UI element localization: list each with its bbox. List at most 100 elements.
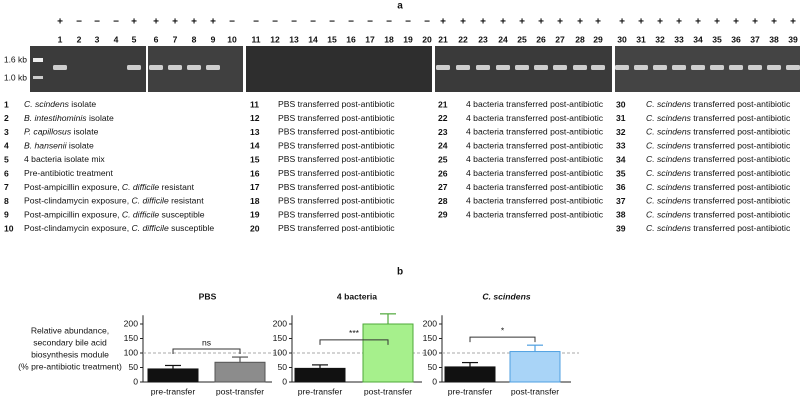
legend-number: 21 (438, 99, 448, 109)
legend-text-part: PBS transferred post-antibiotic (278, 127, 395, 137)
x-tick-label: post-transfer (216, 386, 264, 396)
legend-number: 2 (4, 113, 9, 123)
legend-text-part: PBS transferred post-antibiotic (278, 223, 395, 233)
legend-text-part: C. difficile (122, 210, 159, 220)
lane-number: 38 (769, 34, 779, 44)
legend-number: 4 (4, 141, 9, 151)
legend-text-part: transferred post-antibiotic (691, 141, 791, 151)
legend-text: B. hansenii isolate (24, 141, 94, 151)
legend-text: C. scindens transferred post-antibiotic (646, 154, 791, 164)
legend-text-part: PBS transferred post-antibiotic (278, 168, 395, 178)
gel-band (634, 65, 648, 70)
gel-band (710, 65, 724, 70)
legend-text-part: 4 bacteria transferred post-antibiotic (466, 210, 604, 220)
chart-title: 4 bacteria (337, 291, 377, 301)
gel-band (206, 65, 220, 70)
legend-text: Post-clindamycin exposure, C. difficile … (24, 196, 204, 206)
lane-number: 37 (750, 34, 760, 44)
legend-text-part: Post-clindamycin exposure, (24, 223, 131, 233)
legend-text-part: C. scindens (646, 141, 692, 151)
lane-sign: − (94, 17, 100, 28)
lane-number: 25 (517, 34, 527, 44)
gel-band (534, 65, 548, 70)
significance-bracket (172, 348, 241, 355)
legend-number: 29 (438, 210, 448, 220)
legend-text: Post-ampicillin exposure, C. difficile r… (24, 182, 195, 192)
lane-sign: + (57, 17, 63, 28)
gel-band (786, 65, 800, 70)
legend-text-part: 4 bacteria transferred post-antibiotic (466, 168, 604, 178)
gel-band (53, 65, 67, 70)
lane-sign: + (131, 17, 137, 28)
lane-number: 11 (251, 34, 260, 44)
lane-number: 35 (712, 34, 722, 44)
panel-label: b (397, 267, 403, 278)
legend-text: C. scindens isolate (24, 99, 96, 109)
gel-band (187, 65, 201, 70)
legend-text-part: PBS transferred post-antibiotic (278, 99, 395, 109)
legend-text-part: transferred post-antibiotic (691, 113, 791, 123)
legend-text: 4 bacteria isolate mix (24, 154, 105, 164)
legend-text: PBS transferred post-antibiotic (278, 196, 395, 206)
legend-text: 4 bacteria transferred post-antibiotic (466, 168, 604, 178)
lane-number: 6 (154, 34, 159, 44)
legend-text: C. scindens transferred post-antibiotic (646, 182, 791, 192)
legend-number: 20 (250, 223, 260, 233)
legend-number: 15 (250, 154, 260, 164)
gel-band (591, 65, 605, 70)
legend-number: 27 (438, 182, 448, 192)
legend-text: B. intestihominis isolate (24, 113, 114, 123)
legend-text-part: transferred post-antibiotic (691, 154, 791, 164)
legend-text: PBS transferred post-antibiotic (278, 168, 395, 178)
legend-text-part: 4 bacteria isolate mix (24, 154, 105, 164)
bar (444, 366, 496, 383)
legend-number: 33 (616, 141, 626, 151)
legend-text-part: transferred post-antibiotic (691, 127, 791, 137)
legend-text-part: C. scindens (646, 210, 692, 220)
lane-number: 39 (788, 34, 798, 44)
lane-number: 16 (346, 34, 356, 44)
lane-number: 12 (270, 34, 280, 44)
legend-text-part: transferred post-antibiotic (691, 210, 791, 220)
legend-number: 3 (4, 127, 9, 137)
lane-sign: + (657, 17, 663, 28)
lane-sign: + (577, 17, 583, 28)
legend-text-part: transferred post-antibiotic (691, 182, 791, 192)
legend-text-part: B. hansenii (24, 141, 68, 151)
y-tick-label: 0 (133, 376, 138, 386)
bar (509, 351, 561, 383)
lane-number: 27 (555, 34, 565, 44)
lane-number: 19 (403, 34, 413, 44)
legend-text-part: isolate (67, 141, 94, 151)
lane-number: 30 (617, 34, 627, 44)
lane-number: 28 (575, 34, 585, 44)
legend-text: C. scindens transferred post-antibiotic (646, 196, 791, 206)
gel-band (729, 65, 743, 70)
lane-number: 5 (132, 34, 137, 44)
legend-text-part: isolate (71, 127, 98, 137)
legend-number: 19 (250, 210, 260, 220)
legend-text-part: P. capillosus (24, 127, 72, 137)
legend-text-part: isolate (87, 113, 114, 123)
legend-number: 16 (250, 168, 260, 178)
legend-text-part: transferred post-antibiotic (691, 168, 791, 178)
legend-text-part: 4 bacteria transferred post-antibiotic (466, 113, 604, 123)
lane-number: 3 (95, 34, 100, 44)
chart-title: C. scindens (482, 291, 530, 301)
legend-number: 35 (616, 168, 626, 178)
legend-text-part: PBS transferred post-antibiotic (278, 182, 395, 192)
legend-text-part: C. scindens (646, 182, 692, 192)
lane-number: 8 (192, 34, 197, 44)
gel-band (456, 65, 470, 70)
legend-text-part: 4 bacteria transferred post-antibiotic (466, 154, 604, 164)
legend-text: Pre-antibiotic treatment (24, 168, 113, 178)
lane-sign: + (519, 17, 525, 28)
legend-text-part: C. difficile (131, 196, 168, 206)
legend-text: Post-clindamycin exposure, C. difficile … (24, 223, 214, 233)
legend-text-part: C. difficile (122, 182, 159, 192)
legend-text-part: C. scindens (646, 223, 692, 233)
lane-number: 21 (438, 34, 448, 44)
legend-number: 8 (4, 196, 9, 206)
legend-number: 34 (616, 154, 626, 164)
significance-label: * (501, 325, 505, 335)
